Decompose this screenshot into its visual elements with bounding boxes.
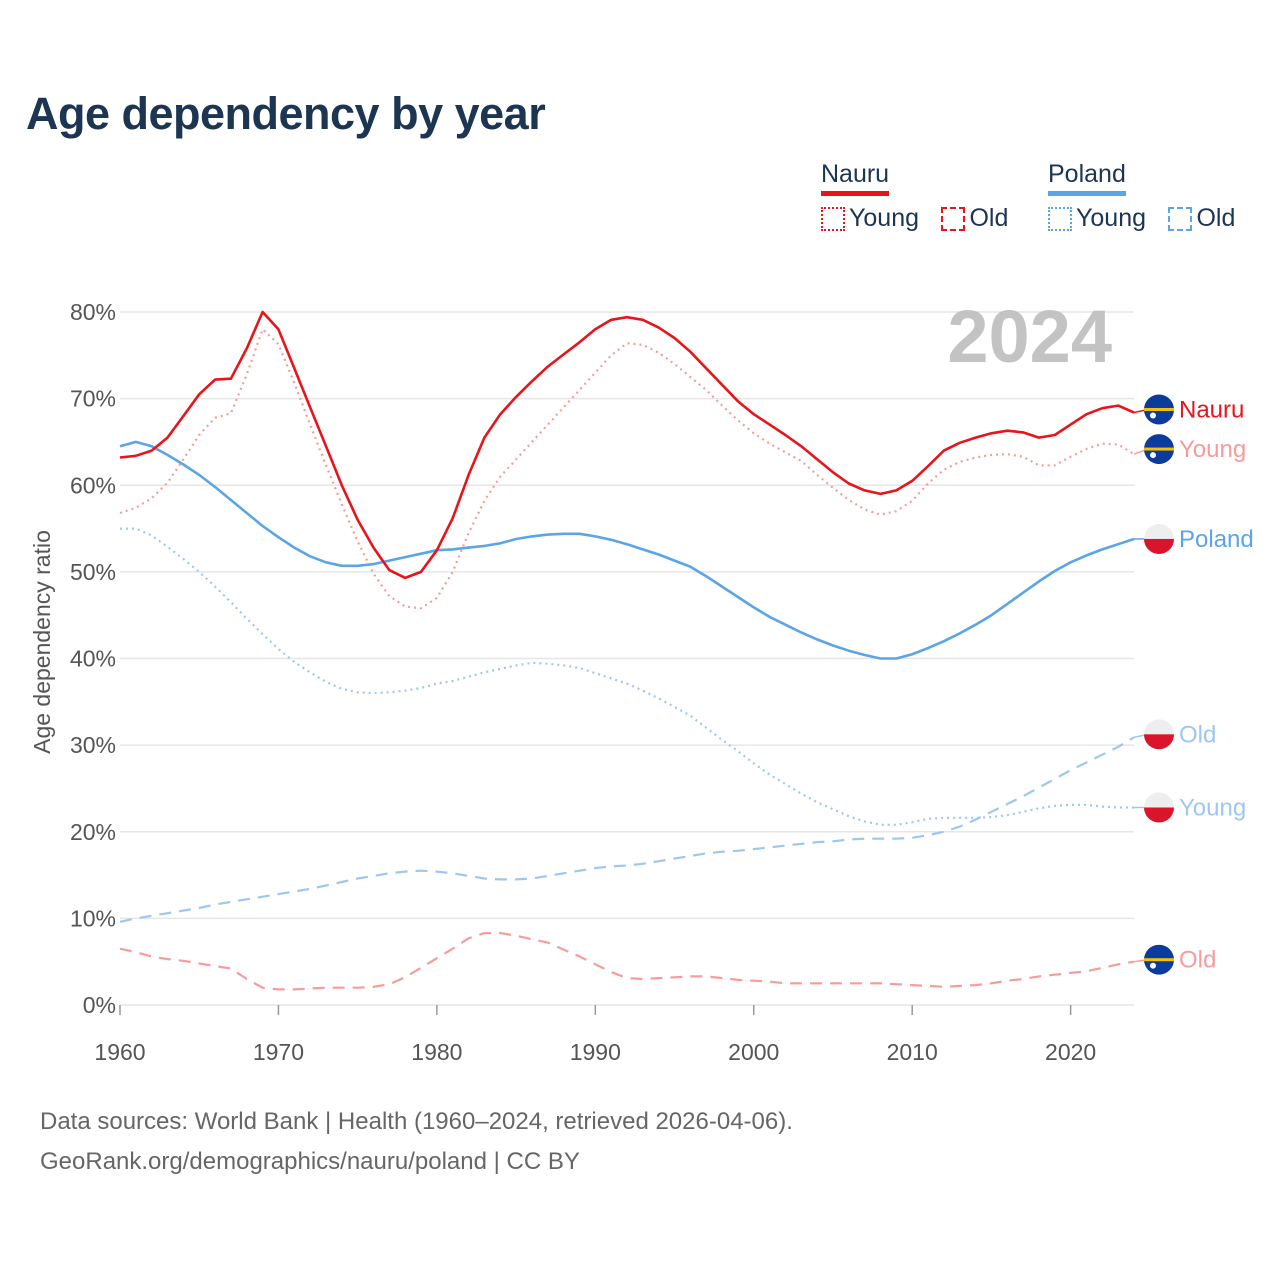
legend-group-poland: Poland Young Old	[1048, 160, 1235, 232]
end-label: Poland	[1179, 526, 1254, 553]
year-watermark: 2024	[947, 295, 1112, 378]
legend-title-nauru: Nauru	[821, 160, 890, 196]
y-tick-label: 60%	[70, 472, 116, 498]
legend-swatch-dotted	[1048, 206, 1072, 231]
end-label: Young	[1179, 436, 1246, 463]
series-lines	[119, 310, 1135, 991]
legend-item-poland-old[interactable]: Old	[1168, 204, 1235, 233]
legend-row-nauru: Young Old	[821, 204, 1026, 236]
poland-flag-icon	[1144, 523, 1174, 554]
x-tick-label: 2020	[1045, 1039, 1096, 1065]
series-line-nauru-young[interactable]	[119, 328, 1135, 610]
end-label: Old	[1179, 721, 1216, 748]
series-line-poland[interactable]	[119, 440, 1135, 660]
series-line-poland-young[interactable]	[120, 527, 1134, 826]
x-tick-label: 1970	[253, 1039, 304, 1065]
x-tick-label: 1960	[94, 1039, 145, 1065]
legend-swatch-dashed	[1168, 206, 1193, 231]
legend-title-poland: Poland	[1048, 160, 1126, 196]
legend-item-nauru-young[interactable]: Young	[821, 204, 919, 233]
chart-title: Age dependency by year	[26, 88, 546, 139]
poland-flag-icon	[1144, 792, 1174, 823]
legend-group-nauru: Nauru Young Old	[821, 160, 1008, 232]
y-tick-label: 40%	[70, 646, 116, 672]
legend-label: Young	[849, 204, 919, 232]
end-label: Young	[1179, 794, 1246, 821]
gridlines	[120, 311, 1134, 1006]
legend-item-poland-young[interactable]: Young	[1048, 204, 1146, 233]
series-line-poland-old[interactable]	[119, 736, 1135, 923]
nauru-flag-icon	[1144, 394, 1174, 425]
nauru-flag-icon	[1144, 434, 1174, 465]
footer-sources: Data sources: World Bank | Health (1960–…	[40, 1108, 793, 1135]
x-tick-label: 2010	[887, 1039, 938, 1065]
footer-credit[interactable]: GeoRank.org/demographics/nauru/poland | …	[40, 1148, 580, 1175]
y-tick-label: 30%	[70, 732, 116, 758]
series-line-nauru[interactable]	[119, 310, 1135, 580]
y-tick-label: 0%	[83, 992, 116, 1018]
x-axis-ticks: 1960 1970 1980 1990 2000 2010 2020	[94, 1005, 1096, 1065]
y-tick-label: 50%	[70, 559, 116, 585]
nauru-flag-icon	[1144, 944, 1174, 975]
legend-label: Young	[1076, 204, 1146, 232]
y-tick-label: 80%	[70, 299, 116, 325]
legend-label: Old	[969, 204, 1009, 232]
line-chart: 2024 Age dependency ratio 0% 10% 20% 30% 40%…	[29, 295, 1254, 1065]
legend-item-nauru-old[interactable]: Old	[941, 204, 1008, 233]
legend-row-poland: Young Old	[1048, 204, 1253, 236]
y-axis-ticks: 0% 10% 20% 30% 40% 50% 60% 70% 80%	[70, 299, 116, 1018]
x-tick-label: 2000	[728, 1039, 779, 1065]
x-tick-label: 1990	[570, 1039, 621, 1065]
legend-label: Old	[1196, 204, 1236, 232]
x-tick-label: 1980	[411, 1039, 462, 1065]
end-labels: Nauru Young Poland Old Young Old	[1133, 394, 1254, 975]
series-line-nauru-old[interactable]	[119, 932, 1135, 991]
legend-swatch-dashed	[941, 206, 966, 231]
y-tick-label: 20%	[70, 819, 116, 845]
y-axis-label: Age dependency ratio	[29, 530, 55, 754]
y-tick-label: 10%	[70, 905, 116, 931]
end-label: Nauru	[1179, 396, 1244, 423]
legend-swatch-dotted	[821, 206, 845, 231]
y-tick-label: 70%	[70, 386, 116, 412]
poland-flag-icon	[1144, 719, 1174, 750]
end-label: Old	[1179, 947, 1216, 974]
